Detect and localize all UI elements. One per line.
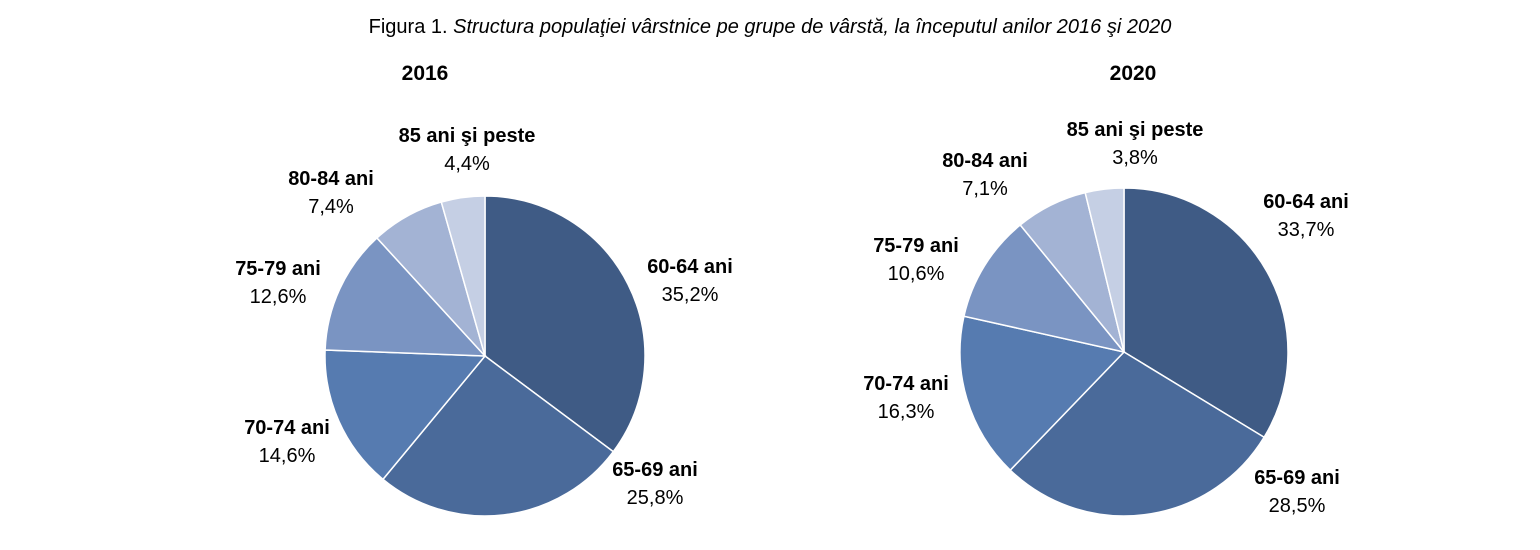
- slice-label: 85 ani şi peste: [1067, 119, 1204, 141]
- slice-label: 60-64 ani: [647, 256, 733, 278]
- slice-value: 10,6%: [888, 263, 945, 285]
- slice-value: 4,4%: [444, 153, 490, 175]
- pie-chart-2016: 2016 60-64 ani 35,2% 65-69 ani 25,8% 70-74 an…: [235, 62, 733, 517]
- chart-title: 2020: [1110, 62, 1157, 85]
- slice-value: 33,7%: [1278, 219, 1335, 241]
- pie-slice: [1009, 351, 1266, 517]
- slice-value: 7,1%: [962, 178, 1008, 200]
- slice-label: 65-69 ani: [1254, 467, 1340, 489]
- chart-title: 2016: [402, 62, 449, 85]
- figure-title: Figura 1. Structura populaţiei vârstnice…: [0, 16, 1540, 39]
- slice-label: 75-79 ani: [235, 258, 321, 280]
- pie-slice: [484, 195, 646, 453]
- slice-value: 14,6%: [259, 445, 316, 467]
- pie-slice: [324, 349, 487, 481]
- slice-label: 70-74 ani: [863, 373, 949, 395]
- slice-label: 60-64 ani: [1263, 191, 1349, 213]
- slice-value: 7,4%: [308, 196, 354, 218]
- slice-label: 65-69 ani: [612, 459, 698, 481]
- pie-slice: [1084, 187, 1125, 353]
- slice-label: 80-84 ani: [288, 168, 374, 190]
- slice-label: 80-84 ani: [942, 150, 1028, 172]
- figure-prefix: Figura 1.: [368, 16, 454, 38]
- slice-value: 16,3%: [878, 401, 935, 423]
- figure-caption: Structura populaţiei vârstnice pe grupe …: [453, 16, 1172, 38]
- slice-label: 75-79 ani: [873, 235, 959, 257]
- slice-value: 3,8%: [1112, 147, 1158, 169]
- pie-slice: [440, 195, 486, 357]
- slice-label: 85 ani şi peste: [399, 125, 536, 147]
- slice-value: 25,8%: [627, 487, 684, 509]
- pie-slice: [381, 354, 615, 517]
- slice-value: 28,5%: [1269, 495, 1326, 517]
- pie-slice: [959, 315, 1126, 472]
- slice-value: 35,2%: [662, 284, 719, 306]
- slice-label: 70-74 ani: [244, 417, 330, 439]
- pie-slice: [1123, 187, 1289, 439]
- pie-chart-2020: 2020 60-64 ani 33,7% 65-69 ani 28,5% 70-74 an…: [863, 62, 1349, 517]
- pie-slice: [963, 223, 1126, 354]
- pie-slice: [324, 236, 487, 357]
- slice-value: 12,6%: [250, 286, 307, 308]
